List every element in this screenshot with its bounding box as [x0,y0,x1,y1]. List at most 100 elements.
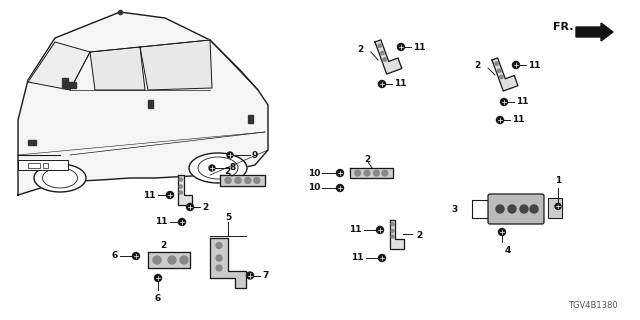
Circle shape [166,191,173,198]
Text: 10: 10 [308,183,320,193]
Text: 11: 11 [413,43,426,52]
Text: 2: 2 [160,242,166,251]
Circle shape [186,204,193,211]
Circle shape [216,255,222,261]
Circle shape [154,275,161,282]
Text: 2: 2 [364,156,371,164]
Text: 11: 11 [394,79,406,89]
Circle shape [337,185,344,191]
Circle shape [179,191,182,194]
Circle shape [383,58,387,61]
Text: 11: 11 [516,98,529,107]
Circle shape [378,44,381,47]
Polygon shape [178,175,192,205]
Ellipse shape [189,153,247,183]
Circle shape [499,228,506,236]
Text: 9: 9 [252,150,259,159]
Circle shape [391,229,394,232]
Text: 7: 7 [262,271,268,280]
Circle shape [216,265,222,271]
Circle shape [374,170,380,176]
Circle shape [355,170,360,176]
Polygon shape [576,23,613,41]
Circle shape [245,177,251,183]
Circle shape [496,205,504,213]
Circle shape [520,205,528,213]
Circle shape [391,223,394,226]
Text: 2: 2 [416,230,422,239]
Circle shape [179,219,186,226]
Bar [62,78,68,88]
Circle shape [153,256,161,264]
Bar [28,163,40,168]
Circle shape [209,165,215,171]
Circle shape [513,61,520,68]
Text: 11: 11 [512,116,525,124]
Circle shape [555,204,561,209]
Bar [148,100,153,108]
Text: 3: 3 [452,204,458,213]
Circle shape [497,69,500,72]
Circle shape [397,44,404,51]
Circle shape [381,52,384,55]
Bar [43,163,48,168]
Circle shape [500,75,503,79]
Text: 10: 10 [308,169,320,178]
Circle shape [530,205,538,213]
Polygon shape [140,40,212,90]
Polygon shape [390,220,404,249]
Polygon shape [18,12,268,195]
Circle shape [364,170,370,176]
Polygon shape [375,40,402,74]
Circle shape [497,116,504,124]
Text: 2: 2 [202,203,208,212]
Circle shape [179,185,182,188]
Text: 4: 4 [505,246,511,255]
Polygon shape [350,168,392,178]
Bar [18,160,68,170]
Text: 6: 6 [155,294,161,303]
Text: 11: 11 [351,253,364,262]
Text: 5: 5 [225,213,231,222]
Text: 2: 2 [224,167,230,177]
Text: 2: 2 [474,60,480,69]
Circle shape [180,256,188,264]
Polygon shape [90,47,145,90]
Circle shape [132,252,140,260]
Circle shape [376,227,383,234]
Circle shape [179,178,182,181]
Circle shape [216,243,222,249]
Circle shape [337,170,344,177]
Polygon shape [548,198,562,218]
FancyBboxPatch shape [488,194,544,224]
Circle shape [246,272,253,279]
Circle shape [391,235,394,238]
Polygon shape [210,238,246,288]
Circle shape [254,177,260,183]
Polygon shape [220,175,265,186]
Polygon shape [28,42,90,90]
Circle shape [378,81,385,87]
Ellipse shape [34,164,86,192]
Text: 6: 6 [112,252,118,260]
Circle shape [495,62,498,65]
Circle shape [500,99,508,106]
Text: TGV4B1380: TGV4B1380 [568,301,618,310]
Bar [28,140,36,145]
Circle shape [168,256,176,264]
Polygon shape [492,58,518,91]
Text: 2: 2 [357,45,364,54]
Circle shape [382,170,388,176]
Circle shape [508,205,516,213]
Text: FR.: FR. [552,22,573,32]
Text: 11: 11 [156,218,168,227]
Circle shape [378,254,385,261]
Circle shape [225,177,231,183]
Text: 11: 11 [528,60,541,69]
Circle shape [235,177,241,183]
Bar [68,82,76,88]
Polygon shape [148,252,190,268]
Bar [248,115,253,123]
Text: 11: 11 [143,190,156,199]
Circle shape [227,152,233,158]
